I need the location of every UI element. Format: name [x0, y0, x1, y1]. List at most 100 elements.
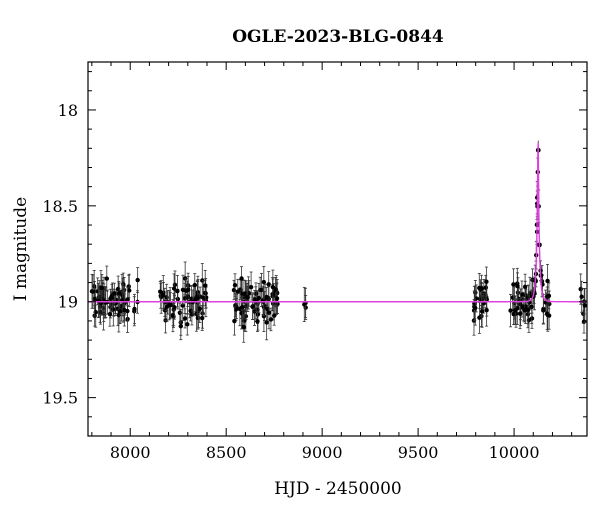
x-tick-label: 9500	[398, 443, 439, 462]
data-point	[240, 292, 246, 297]
data-point	[172, 282, 178, 287]
data-point	[197, 306, 202, 311]
data-point	[522, 308, 527, 313]
y-tick-label: 19.5	[42, 389, 78, 408]
data-point	[175, 296, 181, 302]
data-point	[582, 303, 587, 308]
data-point	[272, 313, 277, 318]
data-point	[579, 294, 584, 299]
data-point	[511, 282, 516, 287]
data-point	[513, 311, 519, 316]
y-axis-label: I magnitude	[11, 197, 31, 301]
data-point	[241, 324, 246, 330]
data-point	[112, 291, 117, 296]
data-point	[110, 295, 115, 300]
data-point	[479, 286, 484, 291]
data-point	[232, 318, 237, 324]
data-point	[117, 290, 122, 296]
data-point	[522, 284, 528, 289]
data-point	[171, 286, 177, 291]
data-point	[117, 309, 123, 314]
data-point	[161, 293, 166, 298]
data-point	[255, 312, 261, 317]
y-tick-label: 18	[58, 101, 78, 120]
data-point	[231, 287, 237, 293]
plot-frame	[87, 61, 588, 437]
data-point	[195, 295, 200, 301]
y-tick-label: 18.5	[42, 197, 78, 216]
data-point	[515, 290, 521, 295]
data-point	[104, 276, 109, 281]
data-point	[135, 277, 140, 283]
data-point	[270, 284, 276, 290]
data-point	[178, 323, 184, 329]
data-point	[541, 308, 546, 313]
data-point	[232, 283, 238, 288]
data-point	[92, 296, 97, 302]
data-point	[525, 307, 531, 312]
data-point	[252, 297, 257, 302]
x-tick-label: 8000	[110, 443, 151, 462]
data-point	[132, 306, 137, 312]
data-point	[268, 317, 274, 322]
data-point	[111, 307, 116, 312]
data-point	[185, 322, 190, 327]
data-point	[256, 295, 262, 301]
data-point	[273, 287, 279, 292]
data-point	[248, 284, 254, 290]
data-point	[513, 308, 518, 313]
data-point	[261, 314, 267, 319]
data-point	[182, 316, 188, 321]
x-tick-label: 9000	[302, 443, 343, 462]
data-point	[164, 304, 170, 309]
data-point	[240, 304, 245, 310]
data-point	[175, 288, 180, 294]
data-point	[168, 302, 173, 308]
data-point	[508, 308, 513, 313]
data-point	[172, 305, 177, 310]
data-point	[255, 319, 260, 324]
y-axis: 18 18.5 19 19.5	[42, 71, 587, 437]
model-curve	[88, 142, 587, 303]
data-point	[484, 279, 489, 284]
data-point	[578, 286, 583, 292]
data-point	[162, 308, 168, 313]
x-tick-label: 8500	[206, 443, 247, 462]
data-point	[90, 289, 96, 294]
data-point	[252, 309, 257, 314]
data-point	[192, 282, 197, 288]
data-point	[127, 288, 132, 293]
data-point	[261, 279, 267, 285]
data-point	[115, 286, 121, 292]
data-point	[264, 294, 269, 300]
data-point	[99, 285, 105, 291]
x-axis: 8000 8500 9000 9500 10000	[91, 62, 573, 462]
data-point	[515, 283, 520, 289]
data-point	[183, 288, 189, 293]
plot-area	[88, 140, 587, 343]
data-point	[195, 315, 201, 321]
data-point	[125, 308, 130, 314]
data-point	[266, 310, 272, 315]
data-point	[199, 315, 205, 321]
y-tick-label: 19	[58, 293, 78, 312]
x-axis-label: HJD - 2450000	[274, 479, 402, 499]
data-point	[239, 310, 244, 316]
data-point	[545, 294, 550, 299]
data-point	[201, 295, 206, 300]
data-point	[546, 313, 552, 318]
data-point	[239, 276, 244, 281]
data-point	[266, 282, 271, 287]
data-point	[545, 278, 550, 284]
x-tick-label: 10000	[489, 443, 540, 462]
data-point	[250, 304, 255, 309]
data-point	[581, 319, 587, 324]
data-point	[233, 307, 239, 312]
data-point	[203, 283, 208, 288]
data-point	[244, 295, 250, 300]
data-point	[479, 309, 485, 314]
data-point	[107, 311, 113, 317]
data-point	[264, 320, 269, 325]
data-point	[473, 305, 478, 311]
